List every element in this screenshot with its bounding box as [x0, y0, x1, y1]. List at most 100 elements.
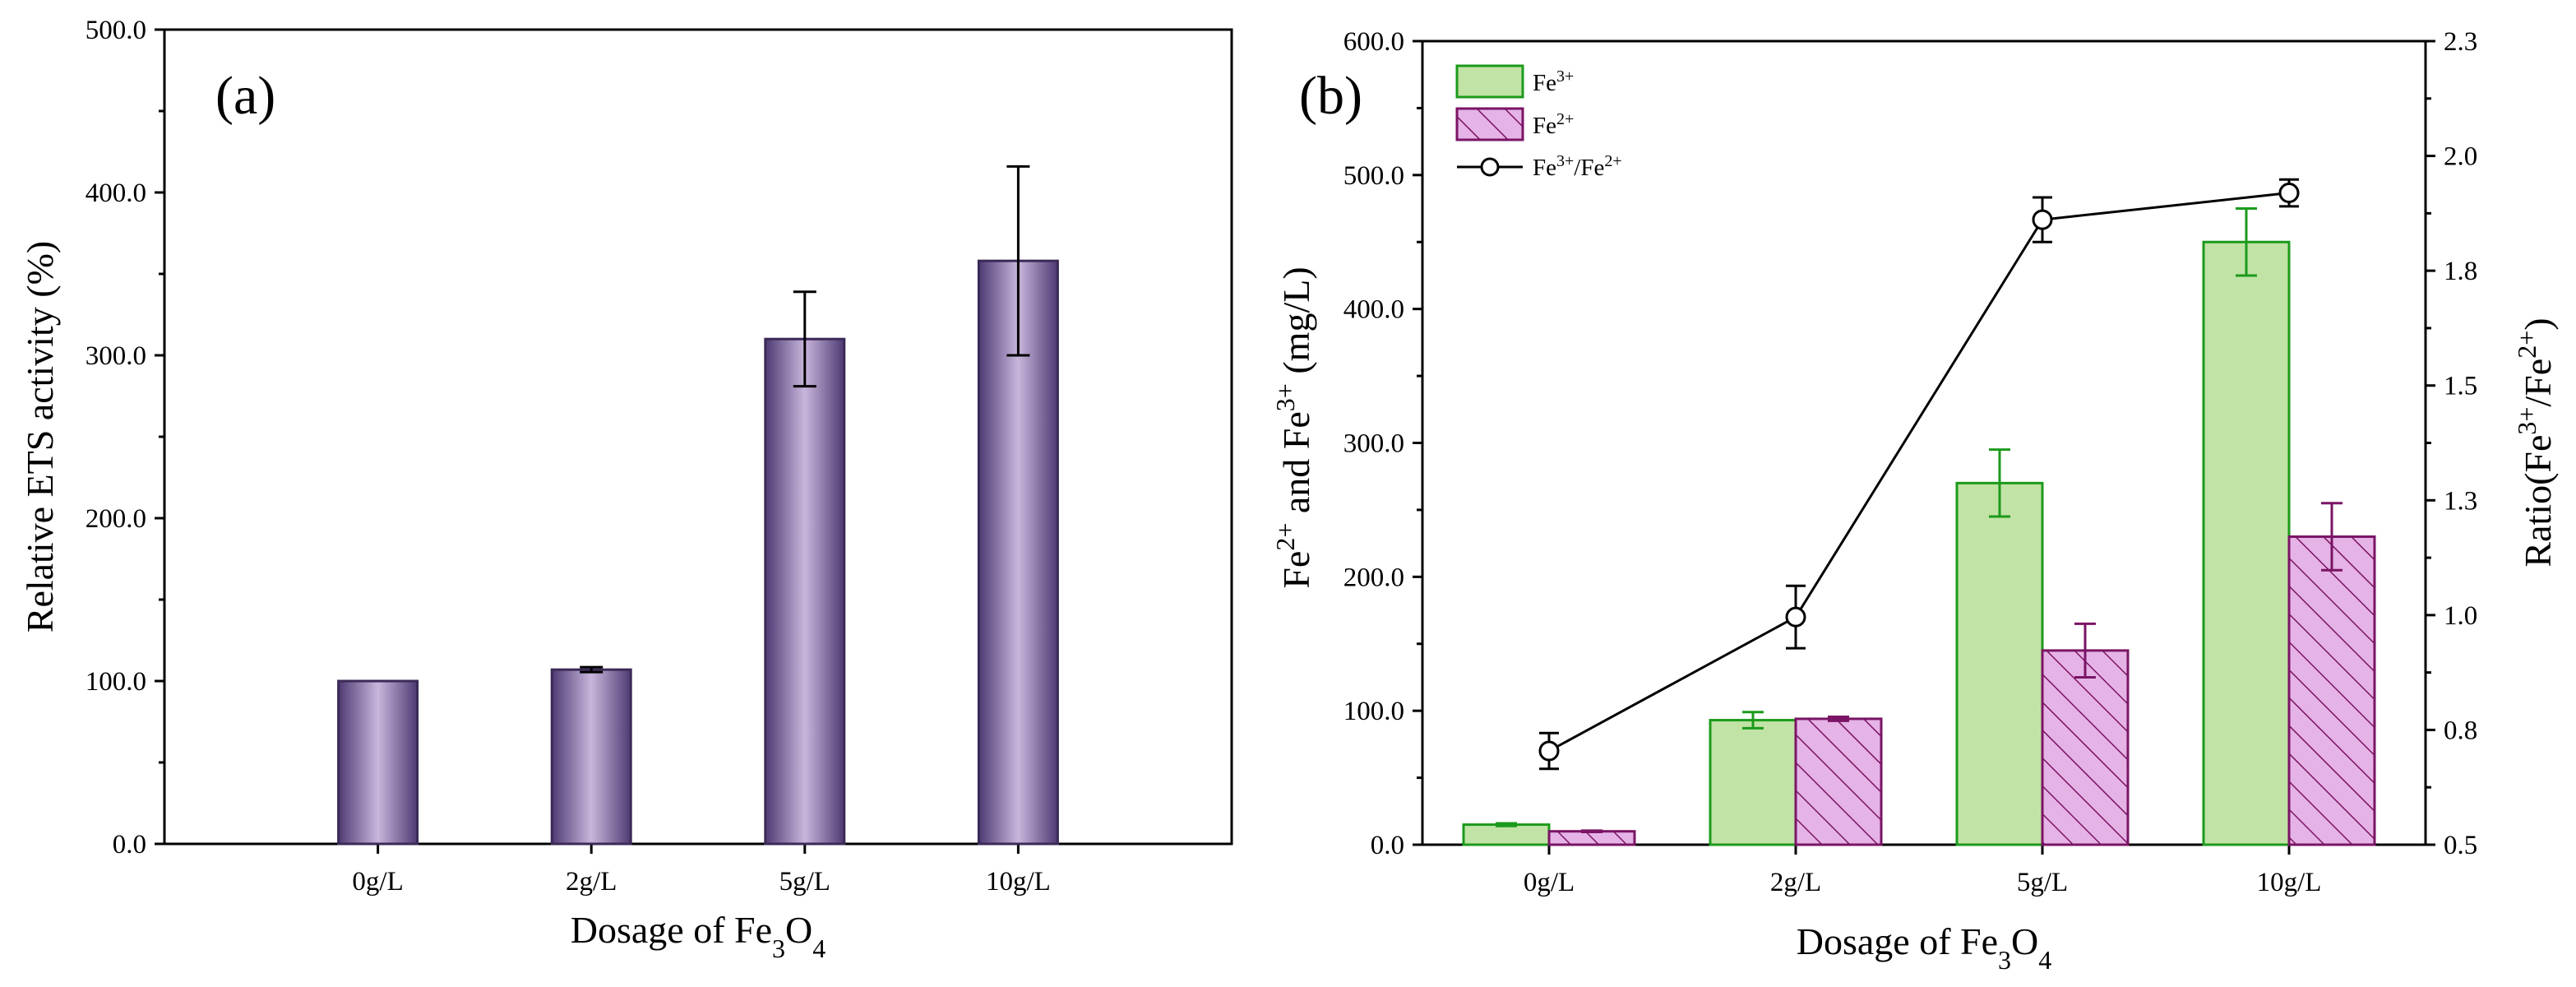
text-run-1: 2+ [1556, 110, 1574, 128]
panel-b-fe2-bar [1547, 830, 1636, 846]
panel-b-fe3-bar [1955, 481, 2044, 846]
text-run-3: 3+ [1270, 383, 1300, 411]
legend-fe2-label: Fe2+ [1533, 110, 1574, 139]
panel-b-ratio-point [1538, 740, 1560, 762]
panel-a-error-bar [580, 665, 604, 674]
text-run-3: 4 [2038, 945, 2051, 975]
legend-ratio-label: Fe3+/Fe2+ [1533, 152, 1622, 181]
text-run-3: 2+ [1604, 152, 1621, 170]
panel-b-ratio-point [2032, 209, 2053, 230]
panel-b-left-tick-label: 200.0 [1343, 563, 1404, 592]
panel-a-x-tick-label: 0g/L [352, 867, 403, 897]
panel-b-x-axis-title: Dosage of Fe3O4 [1797, 920, 2052, 975]
panel-b-fe3-error [1496, 822, 1517, 827]
panel-a-x-ticks: 0g/L 2g/L 5g/L 10g/L [352, 844, 1051, 897]
panel-b-fe2-error [2321, 502, 2342, 572]
text-run-1: 3 [772, 934, 785, 963]
legend-fe2-swatch [1455, 107, 1524, 141]
panel-b-right-tick-label: 1.0 [2444, 601, 2477, 631]
text-run-0: Dosage of Fe [571, 909, 772, 951]
panel-a-bars [337, 164, 1059, 846]
panel-b-right-tick-label: 1.8 [2444, 257, 2477, 286]
panel-a-x-tick-label: 2g/L [566, 867, 617, 897]
text-run-1: 3+ [2512, 407, 2541, 435]
text-run-4: ) [2517, 317, 2559, 330]
panel-b-left-tick-label: 300.0 [1343, 429, 1404, 459]
text-run-1: 3+ [1556, 67, 1574, 86]
panel-a-y-tick-label: 400.0 [86, 178, 146, 208]
text-run-0: Ratio(Fe [2517, 435, 2559, 568]
panel-b-right-y-ticks: 0.5 0.8 1.0 1.3 1.5 1.8 2.0 2.3 [2426, 27, 2477, 860]
text-run-1: 3 [1998, 945, 2011, 975]
panel-a-bar [764, 337, 846, 846]
panel-a-y-ticks: 0.0 100.0 200.0 300.0 400.0 500.0 [86, 16, 164, 860]
text-run-1: 3+ [1556, 152, 1574, 170]
panel-b-right-tick-label: 1.5 [2444, 372, 2477, 401]
panel-a-y-tick-label: 200.0 [86, 504, 146, 534]
text-run-0: Fe [1533, 70, 1556, 96]
panel-b-fe2-bar [2287, 535, 2376, 846]
panel-a-y-tick-label: 0.0 [113, 830, 146, 860]
panel-b-left-tick-label: 400.0 [1343, 295, 1404, 325]
panel-b-fe3-bar [1462, 823, 1551, 846]
panel-b-chart: (b) 0.0 100.0 200.0 300.0 400.0 500.0 600.0 0.… [1270, 27, 2559, 975]
panel-a-frame [163, 28, 1233, 846]
panel-a-bar [337, 679, 419, 846]
panel-a-label: (a) [215, 66, 275, 126]
panel-b-bars [1462, 207, 2376, 846]
panel-a-y-tick-label: 300.0 [86, 341, 146, 371]
panel-a-chart: (a) 0.0 100.0 200.0 300.0 400.0 500.0 0g/L 2g/… [19, 16, 1233, 963]
panel-a-error-bar [1006, 164, 1030, 357]
panel-b-right-tick-label: 0.5 [2444, 831, 2477, 860]
panel-b-label: (b) [1299, 66, 1362, 126]
panel-b-x-tick-label: 5g/L [2017, 868, 2068, 897]
text-run-2: /Fe [1574, 155, 1604, 181]
panel-b-ratio-point [2278, 183, 2300, 204]
text-run-2: O [2011, 920, 2038, 962]
panel-b-ratio-polyline [1548, 192, 2290, 753]
text-run-3: 2+ [2512, 331, 2541, 359]
panel-a-x-tick-label: 5g/L [779, 867, 830, 897]
panel-b-left-tick-label: 100.0 [1343, 697, 1404, 726]
panel-b-left-tick-label: 600.0 [1343, 27, 1404, 57]
legend-ratio-marker [1480, 157, 1500, 177]
legend-fe3-label: Fe3+ [1533, 67, 1574, 96]
panel-a-ylabel-text: Relative ETS activity (%) [19, 241, 61, 633]
panel-a-bar [550, 668, 632, 846]
panel-b-right-tick-label: 2.0 [2444, 142, 2477, 172]
panel-b-ratio-line [1538, 178, 2300, 771]
text-run-0: Fe [1533, 113, 1556, 139]
panel-a-y-tick-label: 100.0 [86, 667, 146, 697]
text-run-0: Dosage of Fe [1797, 920, 1998, 962]
panel-a-error-bar [793, 290, 816, 388]
text-run-2: O [785, 909, 812, 951]
panel-b-left-tick-label: 0.0 [1371, 831, 1404, 860]
panel-b-right-tick-label: 0.8 [2444, 716, 2477, 745]
panel-a-x-tick-label: 10g/L [986, 867, 1051, 897]
panel-b-x-tick-label: 2g/L [1770, 868, 1821, 897]
text-run-1: 2+ [1270, 523, 1300, 551]
text-run-0: Fe [1533, 155, 1556, 181]
panel-a-y-tick-label: 500.0 [86, 16, 146, 45]
panel-b-x-tick-label: 10g/L [2257, 868, 2322, 897]
panel-b-right-axis-title: Ratio(Fe3+/Fe2+) [2512, 317, 2559, 567]
panel-b-ratio-point [1785, 606, 1806, 628]
panel-b-left-axis-title: Fe2+ and Fe3+ (mg/L) [1270, 266, 1317, 588]
panel-b-right-tick-label: 1.3 [2444, 486, 2477, 516]
text-run-2: and Fe [1275, 411, 1317, 522]
panel-b-fe2-error [1581, 829, 1602, 834]
text-run-4: (mg/L) [1275, 266, 1317, 383]
panel-a-x-axis-title: Dosage of Fe3O4 [571, 909, 826, 963]
panel-b-legend: Fe3+Fe2+Fe3+/Fe2+ [1455, 64, 1622, 181]
text-run-0: Fe [1275, 551, 1317, 589]
panel-b-fe3-error [1989, 448, 2010, 518]
panel-b-right-tick-label: 2.3 [2444, 27, 2477, 57]
panel-b-fe2-bar [2041, 649, 2130, 846]
panel-b-fe3-error [1742, 711, 1764, 730]
panel-a-y-axis-title: Relative ETS activity (%) [19, 241, 61, 633]
panel-b-left-tick-label: 500.0 [1343, 161, 1404, 191]
panel-b-x-tick-label: 0g/L [1524, 868, 1575, 897]
panel-b-fe2-bar [1794, 717, 1883, 846]
panel-b-fe3-error [2236, 207, 2257, 277]
